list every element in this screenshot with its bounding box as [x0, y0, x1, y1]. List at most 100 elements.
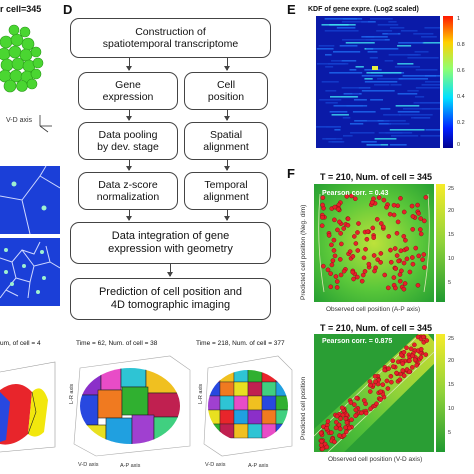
- scatter-point: [367, 389, 373, 394]
- scatter-point: [378, 260, 383, 265]
- scatter-point: [386, 366, 391, 371]
- heatmap-streak: [355, 66, 364, 68]
- colorbar-tick: 25: [448, 186, 455, 192]
- panel-f-top-colorbar: [436, 184, 445, 302]
- embryo-377-cells: [203, 355, 293, 457]
- scatter-point: [388, 373, 394, 379]
- scatter-point: [416, 253, 422, 259]
- colorbar-tick: 15: [448, 232, 455, 238]
- scatter-point: [391, 212, 397, 218]
- scatter-point: [319, 438, 324, 444]
- heatmap-streak: [341, 87, 370, 89]
- heatmap-streak: [422, 42, 440, 44]
- scatter-plot-bottom: [314, 334, 434, 452]
- scatter-point: [394, 370, 399, 376]
- scatter-point: [320, 195, 326, 201]
- embryo-377-title: Time = 218, Num. of cell = 377: [196, 340, 285, 347]
- flow-arrow: [126, 210, 132, 221]
- colorbar-tick: 5: [448, 280, 452, 286]
- heatmap-streak: [394, 66, 421, 68]
- scatter-point: [366, 261, 372, 267]
- scatter-point: [420, 257, 425, 262]
- scatter-point: [367, 379, 373, 384]
- colorbar-tick: 0: [457, 142, 461, 148]
- scatter-point: [415, 282, 421, 288]
- heatmap-streak: [334, 129, 341, 131]
- embryo-38-title: Time = 62, Num. of cell = 38: [76, 340, 158, 347]
- scatter-point: [385, 285, 391, 291]
- colorbar-tick: 10: [448, 256, 455, 262]
- scatter-point: [402, 281, 408, 286]
- scatter-point: [382, 367, 387, 373]
- scatter-point: [363, 246, 368, 252]
- heatmap-streak: [390, 135, 419, 137]
- left-bottom-title: um, of cell = 4: [0, 340, 41, 347]
- scatter-point: [397, 377, 403, 382]
- heatmap-streak: [383, 120, 406, 122]
- scatter-point: [391, 275, 397, 280]
- scatter-point: [352, 234, 357, 239]
- scatter-point: [374, 401, 379, 407]
- heatmap-streak: [413, 117, 431, 119]
- heatmap-streak: [336, 27, 356, 29]
- heatmap-streak: [421, 84, 440, 86]
- heatmap-streak: [329, 72, 363, 74]
- panel-f-bottom-ylabel: Predicted cell position: [300, 376, 307, 440]
- heatmap-streak: [325, 126, 341, 128]
- heatmap-streak: [380, 108, 391, 110]
- scatter-point: [371, 253, 377, 258]
- flow-arrow: [167, 264, 173, 277]
- panel-e-colorbar: [443, 16, 453, 148]
- heatmap-streak: [341, 21, 369, 23]
- scatter-point: [333, 425, 339, 431]
- scatter-point: [341, 433, 347, 438]
- flow-box-temporal-alignment: Temporal alignment: [184, 172, 268, 210]
- scatter-point: [401, 373, 407, 379]
- heatmap-streak: [402, 108, 431, 110]
- scatter-point: [356, 221, 361, 226]
- panel-f-bottom-colorbar: [436, 334, 445, 452]
- scatter-point: [325, 267, 331, 273]
- scatter-point: [390, 358, 396, 364]
- heatmap-streak: [339, 45, 358, 47]
- embryo-38-axis-lr: L-R axis: [69, 383, 75, 404]
- scatter-point: [355, 248, 361, 253]
- scatter-point: [339, 405, 345, 411]
- scatter-point: [388, 259, 394, 265]
- scatter-point: [347, 249, 353, 254]
- heatmap-streak: [389, 144, 407, 146]
- scatter-point: [413, 245, 419, 251]
- embryo-377-axis-lr: L-R axis: [198, 383, 204, 404]
- scatter-point: [329, 262, 335, 268]
- scatter-point: [337, 426, 343, 432]
- scatter-point: [404, 345, 409, 351]
- scatter-point: [353, 241, 359, 246]
- heatmap-streak: [402, 75, 437, 77]
- embryo-38-cells: [73, 355, 191, 457]
- scatter-point: [393, 285, 398, 291]
- heatmap-streak: [413, 33, 434, 35]
- scatter-point: [388, 247, 393, 253]
- heatmap-streak: [421, 36, 437, 38]
- heatmap-streak: [385, 132, 403, 134]
- scatter-point: [369, 199, 375, 205]
- scatter-point: [335, 227, 340, 233]
- scatter-point: [334, 285, 340, 290]
- colorbar-tick: 0.8: [457, 42, 465, 48]
- scatter-point: [412, 357, 418, 363]
- panel-f-top-title: T = 210, Num. of cell = 345: [320, 172, 433, 182]
- scatter-point: [341, 226, 347, 231]
- heatmap-streak: [341, 60, 357, 62]
- scatter-point: [332, 217, 337, 223]
- heatmap-streak: [342, 135, 353, 137]
- heatmap-streak: [333, 105, 368, 107]
- scatter-point: [347, 425, 352, 431]
- panel-f-top-annotation: Pearson corr. = 0.43: [322, 190, 389, 197]
- heatmap-streak: [324, 18, 358, 20]
- scatter-point: [418, 216, 423, 221]
- scatter-point: [344, 420, 350, 425]
- heatmap-streak: [415, 87, 440, 89]
- heatmap-streak: [370, 99, 384, 101]
- colorbar-tick: 5: [448, 430, 452, 436]
- heatmap-streak: [353, 99, 367, 101]
